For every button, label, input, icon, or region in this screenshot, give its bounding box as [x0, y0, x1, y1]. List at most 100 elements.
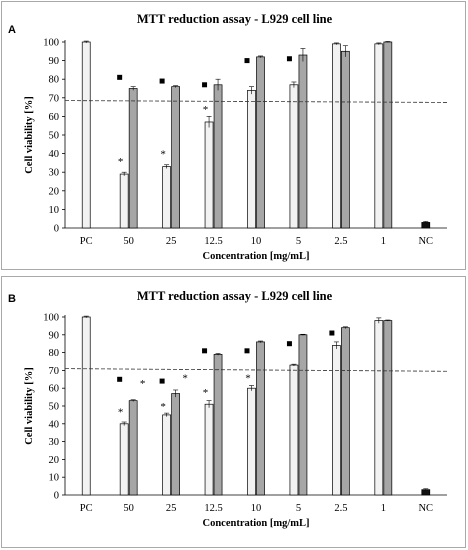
significance-asterisk: *: [118, 156, 124, 168]
x-tick-label: NC: [418, 503, 433, 514]
x-tick-label: 5: [296, 236, 301, 247]
x-tick-label: 50: [123, 236, 134, 247]
x-axis-label: Concentration [mg/mL]: [202, 251, 309, 262]
bar-chart-b: 0 10 20 30 40 50 60 70 80 90 100 PC 50 25 12.5 10 5 2.5 1 N…: [24, 313, 450, 529]
x-tick-label: 5: [296, 503, 301, 514]
y-axis-label: Cell viability [%]: [24, 96, 35, 174]
bar: [383, 320, 393, 496]
y-tick-label: 90: [49, 330, 60, 341]
x-tick-label: 12.5: [204, 503, 222, 514]
panel-b: B MTT reduction assay - L929 cell line 0…: [1, 276, 466, 548]
significance-square: [244, 58, 250, 64]
bar: [374, 43, 384, 229]
bar: [298, 54, 308, 229]
bar: [213, 354, 223, 496]
significance-square: [202, 82, 208, 88]
bar: [119, 173, 129, 229]
reference-line: [64, 100, 450, 103]
y-tick-label: 90: [49, 56, 60, 67]
bar: [256, 341, 265, 496]
bar: [332, 43, 341, 229]
bar: [162, 414, 171, 496]
bar: [298, 334, 308, 496]
y-axis-label: Cell viability [%]: [24, 367, 35, 445]
significance-asterisk: *: [140, 378, 146, 390]
x-tick-label: 12.5: [204, 236, 222, 247]
x-tick-label: 25: [166, 236, 177, 247]
significance-asterisk: *: [160, 401, 166, 413]
bar: [204, 121, 214, 229]
x-tick-label: NC: [418, 236, 433, 247]
bar: [383, 41, 393, 229]
significance-square: [329, 330, 335, 336]
panel-letter: A: [8, 24, 16, 36]
bar: [256, 56, 265, 229]
y-tick-label: 40: [49, 149, 60, 160]
bar: [81, 41, 91, 229]
x-tick-label: 10: [251, 236, 262, 247]
y-tick-label: 80: [49, 348, 60, 359]
x-tick-label: 25: [166, 503, 177, 514]
bar: [213, 84, 223, 229]
panel-letter: B: [8, 293, 16, 305]
bar: [341, 327, 350, 496]
bar: [81, 316, 91, 496]
chart-title: MTT reduction assay - L929 cell line: [136, 289, 333, 303]
bar: [289, 84, 299, 229]
bar: [247, 90, 256, 229]
y-tick-label: 100: [43, 313, 59, 324]
y-tick-label: 0: [54, 224, 59, 235]
x-tick-label: PC: [80, 503, 93, 514]
significance-square: [286, 341, 292, 347]
bar: [374, 320, 384, 496]
y-tick-label: 10: [49, 473, 60, 484]
bar-chart-a: 0 10 20 30 40 50 60 70 80 90 100 PC 50 25 12.5 10 5 2.5 1 N…: [24, 38, 450, 262]
bar: [171, 86, 180, 229]
significance-square: [202, 348, 208, 354]
bar: [162, 166, 171, 229]
bar: [247, 387, 256, 496]
y-tick-label: 0: [54, 491, 59, 502]
significance-asterisk: *: [182, 373, 188, 385]
y-tick-label: 20: [49, 186, 60, 197]
y-tick-label: 60: [49, 384, 60, 395]
significance-square: [286, 56, 292, 62]
bar: [128, 88, 138, 229]
bar: [289, 364, 299, 496]
y-tick-label: 80: [49, 75, 60, 86]
significance-asterisk: *: [118, 406, 124, 418]
panel-a: A MTT reduction assay - L929 cell line 0…: [1, 1, 466, 270]
significance-square: [244, 348, 250, 354]
x-tick-label: 2.5: [334, 503, 347, 514]
x-tick-label: 10: [251, 503, 262, 514]
y-tick-label: 50: [49, 402, 60, 413]
chart-title: MTT reduction assay - L929 cell line: [136, 12, 333, 26]
y-tick-label: 50: [49, 131, 60, 142]
bar: [332, 345, 341, 496]
bar: [171, 393, 180, 496]
x-tick-label: 2.5: [334, 236, 347, 247]
bar: [119, 423, 129, 496]
reference-line: [64, 368, 450, 372]
y-tick-label: 70: [49, 366, 60, 377]
significance-square: [117, 376, 123, 382]
significance-asterisk: *: [160, 149, 166, 161]
y-tick-label: 20: [49, 455, 60, 466]
x-tick-label: 1: [381, 236, 386, 247]
significance-asterisk: *: [245, 373, 251, 385]
significance-square: [117, 74, 123, 80]
bar: [341, 50, 350, 229]
x-tick-label: 50: [123, 503, 134, 514]
x-tick-label: 1: [381, 503, 386, 514]
x-tick-label: PC: [80, 236, 93, 247]
y-tick-label: 30: [49, 437, 60, 448]
y-tick-label: 60: [49, 112, 60, 123]
y-tick-label: 10: [49, 205, 60, 216]
y-tick-label: 100: [43, 38, 59, 49]
significance-asterisk: *: [203, 387, 209, 399]
significance-asterisk: *: [203, 104, 209, 116]
significance-square: [159, 78, 165, 84]
y-tick-label: 40: [49, 419, 60, 430]
significance-square: [159, 378, 165, 384]
x-axis-label: Concentration [mg/mL]: [202, 518, 309, 529]
